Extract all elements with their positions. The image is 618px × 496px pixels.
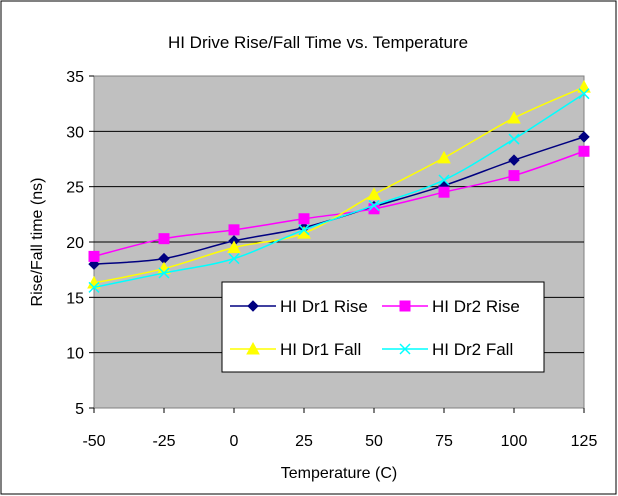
chart-title: HI Drive Rise/Fall Time vs. Temperature — [168, 33, 468, 52]
x-tick-label: 50 — [365, 433, 383, 450]
legend-label: HI Dr2 Rise — [432, 297, 520, 316]
y-axis-label: Rise/Fall time (ns) — [29, 178, 46, 307]
data-point — [228, 224, 240, 236]
data-point — [508, 154, 520, 166]
y-axis-ticks: 5 10 15 20 25 30 35 — [66, 69, 94, 418]
series-layer — [87, 80, 591, 293]
x-tick-label: -25 — [152, 433, 175, 450]
legend-marker — [246, 341, 260, 355]
legend-marker — [247, 300, 259, 312]
legend-box — [221, 281, 545, 373]
y-tick-label: 20 — [66, 235, 84, 252]
data-point — [158, 233, 170, 245]
data-point — [438, 174, 450, 186]
x-tick-label: 75 — [435, 433, 453, 450]
data-point — [227, 240, 241, 254]
x-tick-label: 0 — [230, 433, 239, 450]
legend-marker — [399, 343, 411, 355]
x-tick-label: 25 — [295, 433, 313, 450]
data-point — [88, 281, 100, 293]
x-tick-label: -50 — [82, 433, 105, 450]
data-point — [507, 111, 521, 124]
y-tick-label: 35 — [66, 69, 84, 86]
legend-entry: HI Dr1 Rise — [230, 297, 368, 316]
data-point — [578, 88, 590, 100]
legend-entry: HI Dr1 Fall — [230, 340, 361, 359]
data-point — [508, 133, 520, 145]
y-tick-label: 15 — [66, 290, 84, 307]
data-point — [437, 150, 451, 164]
legend-label: HI Dr2 Fall — [432, 340, 513, 359]
y-tick-label: 25 — [66, 180, 84, 197]
data-point — [88, 250, 100, 262]
legend-label: HI Dr1 Fall — [280, 340, 361, 359]
legend: HI Dr1 Rise HI Dr2 Rise HI Dr1 Fall HI Dr2 … — [221, 281, 545, 373]
data-point — [578, 131, 590, 143]
data-point — [368, 203, 380, 215]
x-axis-label: Temperature (C) — [281, 465, 397, 482]
data-point — [578, 145, 590, 157]
series-line — [93, 86, 585, 284]
legend-entry: HI Dr2 Fall — [382, 340, 513, 359]
legend-marker — [399, 300, 411, 312]
data-point — [228, 253, 240, 265]
legend-entry: HI Dr2 Rise — [382, 297, 520, 316]
x-tick-label: 100 — [501, 433, 528, 450]
legend-label: HI Dr1 Rise — [280, 297, 368, 316]
series-hi-dr2-rise — [88, 145, 590, 262]
y-tick-label: 30 — [66, 124, 84, 141]
data-point — [438, 186, 450, 198]
data-point — [298, 213, 310, 225]
data-point — [298, 224, 310, 236]
x-tick-label: 125 — [571, 433, 598, 450]
data-point — [368, 199, 380, 212]
data-point — [577, 80, 591, 93]
series-hi-dr1-fall — [87, 80, 591, 289]
data-point — [158, 267, 170, 279]
y-tick-label: 5 — [75, 401, 84, 418]
data-point — [508, 170, 520, 182]
series-line — [93, 150, 585, 258]
series-hi-dr2-fall — [88, 88, 590, 293]
x-axis-ticks: -50 -25 0 25 50 75 100 125 — [82, 408, 597, 450]
y-tick-label: 10 — [66, 346, 84, 363]
data-point — [367, 187, 381, 200]
